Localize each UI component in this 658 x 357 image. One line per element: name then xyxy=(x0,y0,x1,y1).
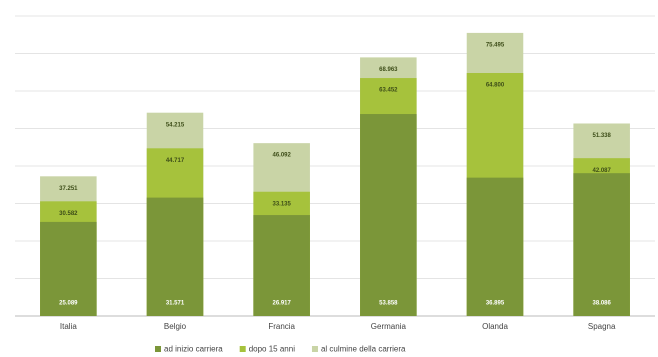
legend-swatch xyxy=(155,346,161,352)
value-label: 37.251 xyxy=(59,186,78,192)
legend-swatch xyxy=(239,346,246,352)
bar xyxy=(40,221,97,316)
legend-swatch xyxy=(311,346,318,352)
bar xyxy=(573,173,630,316)
value-label: 46.092 xyxy=(272,153,291,159)
legend-label: dopo 15 anni xyxy=(249,345,295,354)
value-label: 42.087 xyxy=(592,168,611,174)
bar xyxy=(466,177,524,316)
value-label: 53.858 xyxy=(379,301,398,307)
bar xyxy=(253,215,310,316)
value-label: 33.135 xyxy=(272,201,291,207)
value-label: 64.800 xyxy=(486,83,505,89)
x-tick-label: Francia xyxy=(268,322,295,331)
x-tick-label: Spagna xyxy=(588,322,616,331)
legend-label: ad inizio carriera xyxy=(164,345,223,354)
value-label: 36.895 xyxy=(486,301,505,307)
value-label: 38.086 xyxy=(592,301,611,307)
x-tick-label: Olanda xyxy=(482,322,508,331)
value-label: 31.571 xyxy=(166,301,185,307)
value-label: 26.917 xyxy=(272,301,291,307)
bar xyxy=(146,197,204,316)
x-tick-label: Belgio xyxy=(164,322,187,331)
value-label: 68.963 xyxy=(379,67,398,73)
x-tick-label: Italia xyxy=(60,322,77,331)
x-tick-label: Germania xyxy=(371,322,407,331)
value-label: 54.215 xyxy=(166,122,185,128)
value-label: 51.338 xyxy=(592,133,611,139)
value-label: 30.582 xyxy=(59,211,78,217)
value-label: 25.089 xyxy=(59,301,78,307)
value-label: 75.495 xyxy=(486,42,505,48)
legend-label: al culmine della carriera xyxy=(321,345,406,354)
value-label: 63.452 xyxy=(379,88,398,94)
value-label: 44.717 xyxy=(166,158,185,164)
bar xyxy=(360,114,417,316)
